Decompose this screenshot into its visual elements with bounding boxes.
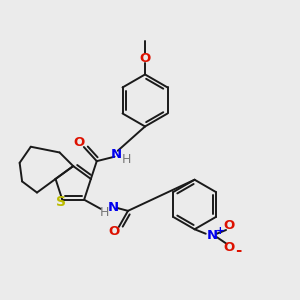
Text: N: N — [207, 229, 218, 242]
Text: N: N — [108, 201, 119, 214]
Text: H: H — [122, 153, 131, 167]
Text: O: O — [140, 52, 151, 65]
Text: N: N — [111, 148, 122, 161]
Text: H: H — [100, 206, 109, 219]
Text: O: O — [224, 241, 235, 254]
Text: O: O — [109, 225, 120, 239]
Text: O: O — [73, 136, 85, 149]
Text: -: - — [235, 243, 242, 258]
Text: S: S — [56, 195, 66, 209]
Text: O: O — [224, 219, 235, 232]
Text: +: + — [215, 226, 224, 236]
